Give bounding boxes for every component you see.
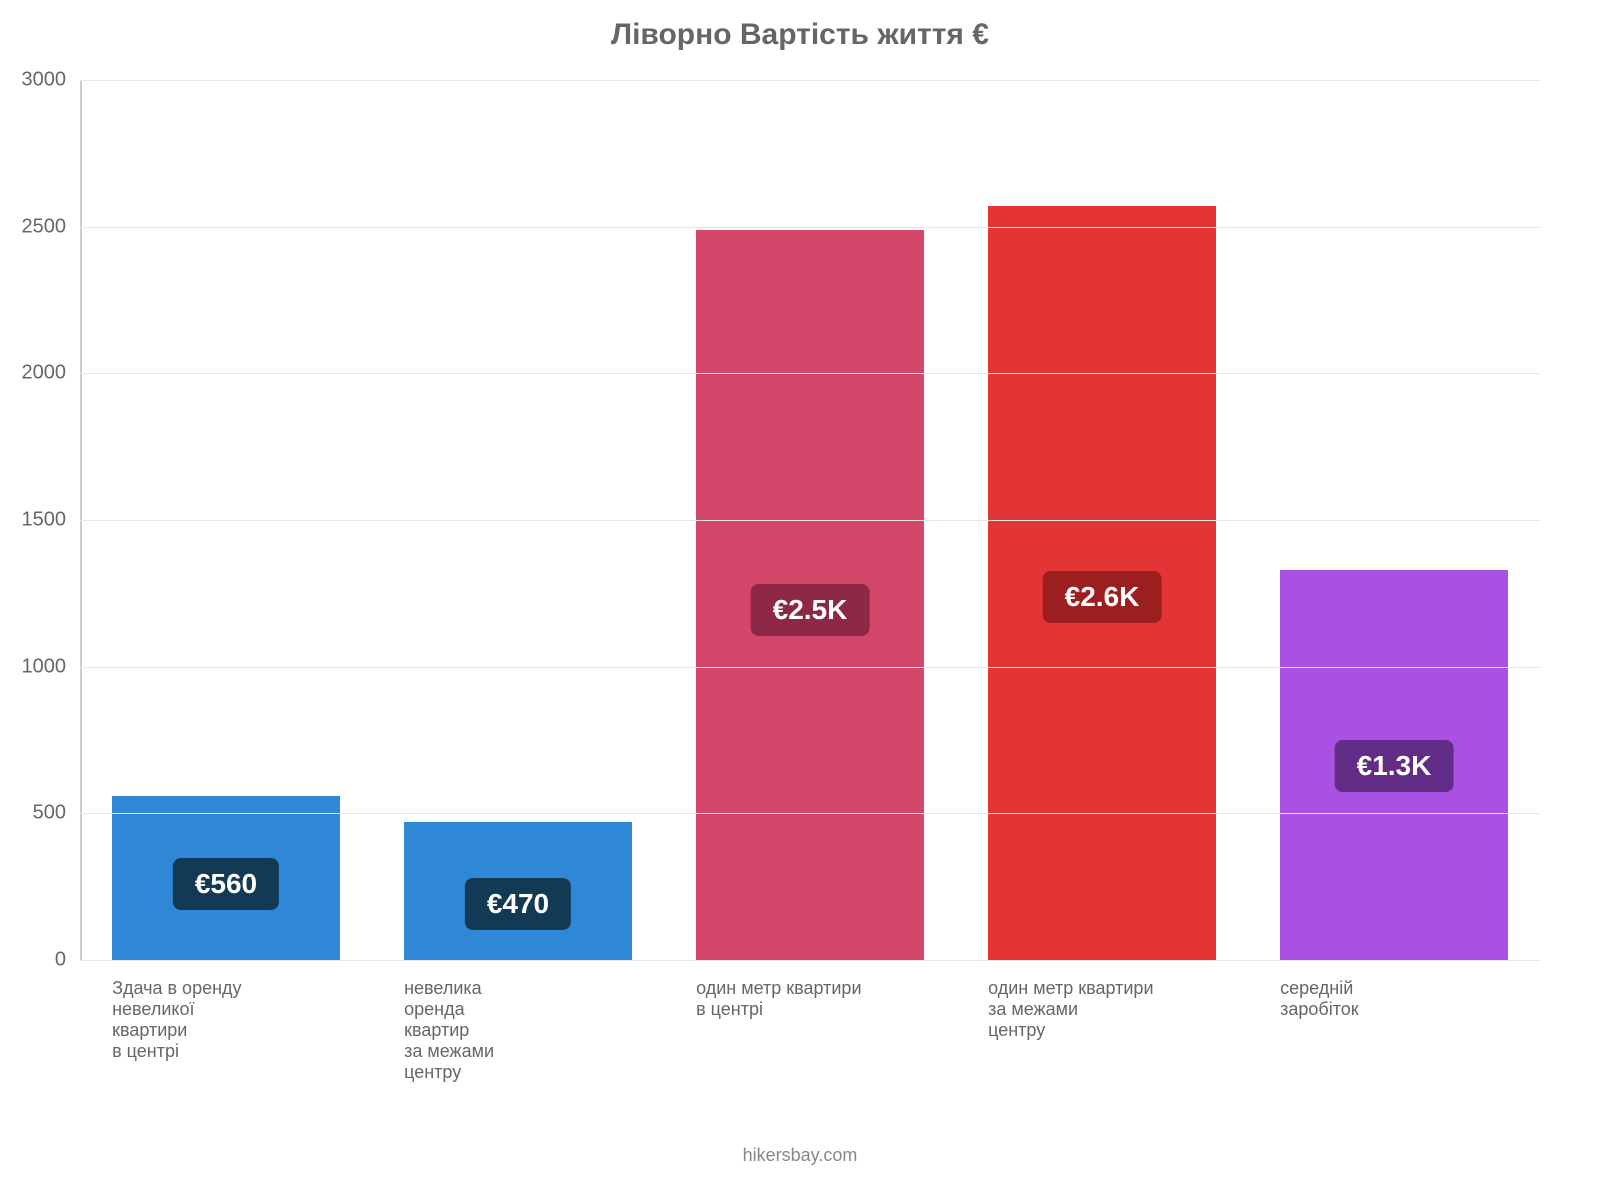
x-axis-label: один метр квартири за межами центру	[988, 978, 1216, 1041]
bar-value-badge: €2.6K	[1043, 571, 1162, 623]
x-axis-label: один метр квартири в центрі	[696, 978, 924, 1020]
y-tick-label: 500	[33, 802, 80, 825]
grid-line	[80, 813, 1540, 814]
bar-value-badge: €1.3K	[1335, 740, 1454, 792]
y-tick-label: 3000	[22, 69, 81, 92]
y-tick-label: 1000	[22, 655, 81, 678]
source-label: hikersbay.com	[0, 1145, 1600, 1166]
x-axis-label: Здача в оренду невеликої квартири в цент…	[112, 978, 340, 1062]
chart-title: Ліворно Вартість життя €	[0, 18, 1600, 52]
grid-line	[80, 227, 1540, 228]
bar: €560	[112, 796, 340, 960]
x-axis-label: середній заробіток	[1280, 978, 1508, 1020]
grid-line	[80, 520, 1540, 521]
y-tick-label: 0	[55, 949, 80, 972]
bar-value-badge: €560	[173, 858, 279, 910]
chart-container: Ліворно Вартість життя € €560 €470 €2.5K €2…	[0, 0, 1600, 1200]
bar: €2.6K	[988, 206, 1216, 960]
bar-value-badge: €2.5K	[751, 584, 870, 636]
grid-line	[80, 80, 1540, 81]
y-tick-label: 2000	[22, 362, 81, 385]
y-tick-label: 2500	[22, 215, 81, 238]
bar-value-badge: €470	[465, 878, 571, 930]
grid-line	[80, 373, 1540, 374]
grid-line	[80, 667, 1540, 668]
y-tick-label: 1500	[22, 509, 81, 532]
x-axis-label: невелика оренда квартир за межами центру	[404, 978, 632, 1083]
plot-area: €560€470€2.5K€2.6K€1.3K Здача в оренду н…	[80, 80, 1540, 960]
bar: €2.5K	[696, 230, 924, 960]
bar: €1.3K	[1280, 570, 1508, 960]
grid-line	[80, 960, 1540, 961]
bar: €470	[404, 822, 632, 960]
